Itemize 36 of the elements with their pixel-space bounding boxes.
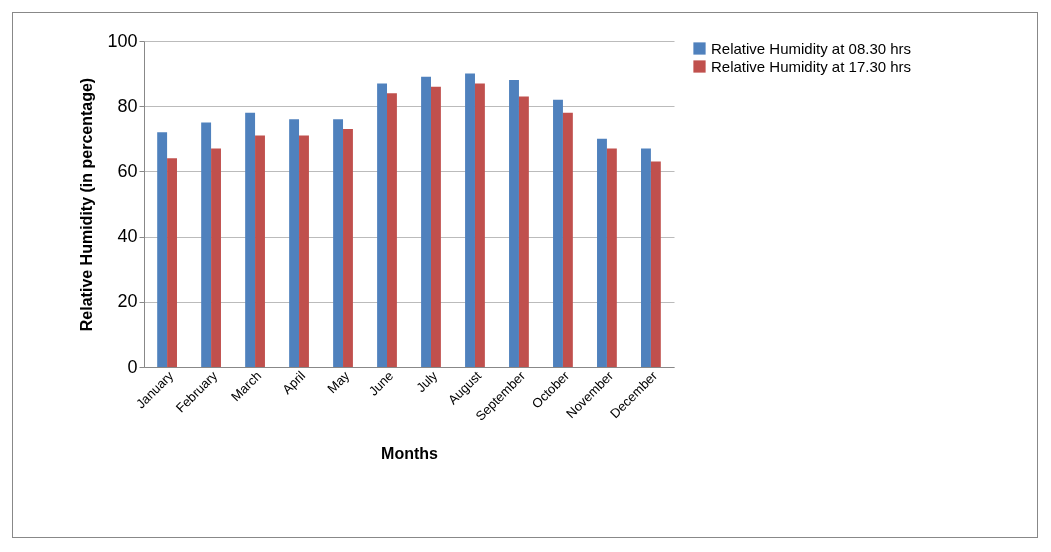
bar	[387, 93, 397, 367]
bar	[167, 158, 177, 367]
y-tick-label: 100	[107, 30, 138, 51]
bar	[650, 161, 661, 367]
bar	[343, 129, 353, 367]
bar	[553, 99, 563, 367]
bar	[606, 148, 617, 367]
bar	[211, 148, 221, 367]
bar	[421, 76, 431, 367]
bar	[562, 112, 573, 367]
bar	[201, 122, 212, 367]
y-tick-label: 60	[117, 160, 138, 181]
y-tick-label: 40	[117, 226, 138, 247]
y-tick-label: 0	[127, 356, 138, 377]
bar	[430, 86, 441, 367]
y-axis-title: Relative Humidity (in percentage)	[78, 77, 96, 332]
x-tick-label: July	[413, 367, 441, 396]
legend-label: Relative Humidity at 17.30 hrs	[711, 57, 912, 75]
bar	[255, 135, 265, 367]
bar	[474, 83, 485, 367]
bar	[465, 73, 475, 367]
bar	[518, 96, 529, 367]
x-axis-title: Months	[381, 444, 439, 462]
bar	[245, 112, 256, 367]
bar	[597, 138, 607, 367]
bar	[333, 119, 344, 367]
legend-label: Relative Humidity at 08.30 hrs	[711, 39, 912, 57]
bar	[157, 132, 168, 367]
bar	[377, 83, 388, 367]
bar	[289, 119, 300, 367]
bar	[509, 80, 519, 367]
x-tick-label: May	[324, 367, 353, 397]
y-tick-label: 80	[117, 95, 138, 116]
y-tick-label: 20	[117, 291, 138, 312]
bar	[299, 135, 309, 367]
bar	[641, 148, 651, 367]
